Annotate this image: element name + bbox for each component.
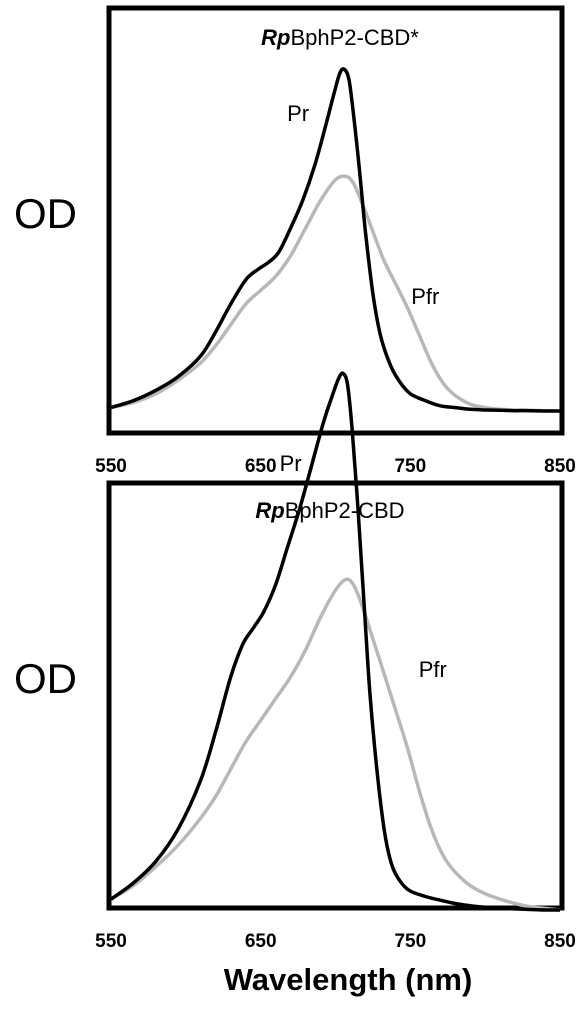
x-tick-group-bottom: 550 650 750 850 [95,931,576,952]
x-tick-label-top: 850 [544,456,576,477]
annotation-pfr-bottom: Pfr [419,657,447,682]
y-axis-label-bottom: OD [14,655,77,702]
chart-panel-bottom: OD RpBphP2-CBD 550 650 750 850 Pr Pfr [14,371,576,952]
x-tick-label-bottom: 850 [544,931,576,952]
y-axis-label-top: OD [14,190,77,237]
annotation-pr-top: Pr [287,101,309,126]
plot-frame-top [106,5,565,436]
x-tick-label-bottom: 550 [95,931,127,952]
chart-title-top-rest: BphP2-CBD* [290,25,419,50]
series-line-pr-top [110,67,561,413]
chart-title-top-bold: Rp [261,25,290,50]
x-axis-label: Wavelength (nm) [224,962,473,997]
annotation-pr-bottom: Pr [280,451,302,476]
x-tick-label-top: 650 [245,456,277,477]
series-group-top [110,67,561,413]
x-tick-label-bottom: 650 [245,931,277,952]
annotation-group-top: Pr Pfr [287,101,439,309]
chart-title-bottom-rest: BphP2-CBD [285,498,405,523]
x-tick-label-top: 750 [394,456,426,477]
series-line-pfr-bottom [110,577,561,912]
x-tick-label-bottom: 750 [394,931,426,952]
chart-title-top: RpBphP2-CBD* [261,25,419,50]
series-line-pfr-top [110,174,561,413]
chart-title-bottom: RpBphP2-CBD [255,498,404,523]
x-tick-label-top: 550 [95,456,127,477]
series-group-bottom [109,371,561,912]
chart-panel-top: OD RpBphP2-CBD* 550 650 750 850 Pr Pfr [14,5,576,477]
series-line-pr-bottom [109,371,561,912]
x-tick-group-top: 550 650 750 850 [95,456,576,477]
annotation-pfr-top: Pfr [411,284,439,309]
annotation-group-bottom: Pr Pfr [280,451,447,682]
plot-frame-bottom [106,480,565,911]
chart-title-bottom-bold: Rp [255,498,284,523]
